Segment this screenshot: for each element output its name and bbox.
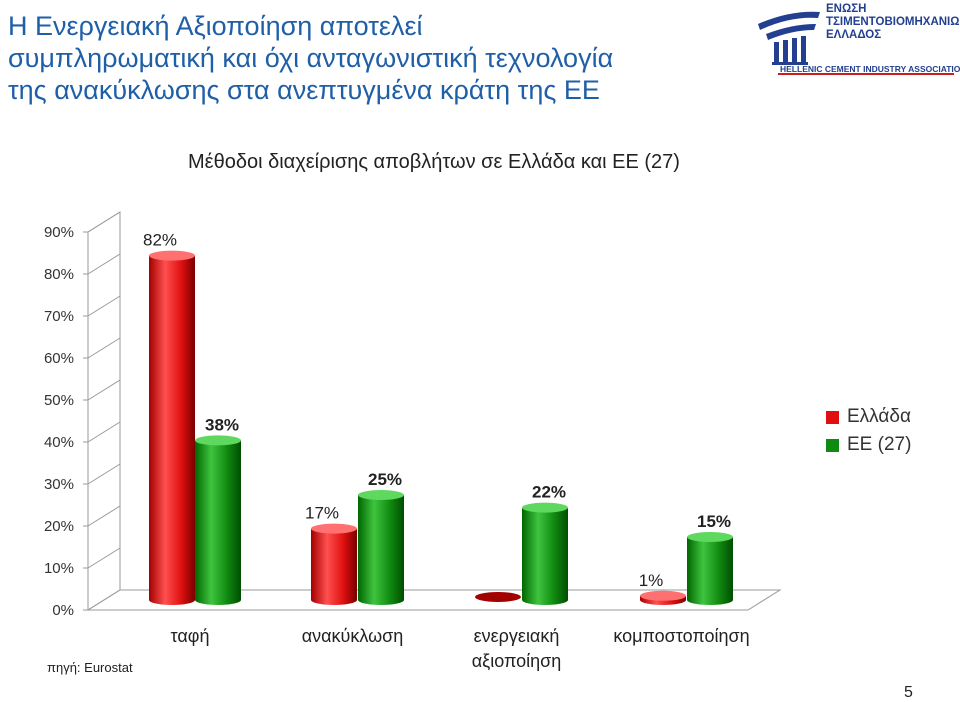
y-gridline [87, 589, 121, 611]
y-gridline [87, 547, 121, 569]
y-tick-label: 60% [44, 350, 74, 367]
y-tick-label: 0% [52, 602, 74, 619]
legend-swatch-eu27 [826, 438, 839, 452]
bar-greece-0-top [149, 250, 195, 261]
x-category-label: κομποστοποίηση [613, 626, 749, 646]
page-number: 5 [904, 684, 913, 701]
bar-greece-0-value-label: 82% [143, 231, 177, 250]
bar-eu27-0-value-label: 38% [205, 415, 239, 434]
x-category-label: ενεργειακή [474, 626, 560, 646]
legend-item-greece: Ελλάδα [826, 403, 911, 431]
bar-eu27-3 [687, 532, 733, 605]
chart-axis [83, 211, 782, 611]
y-tick-label: 90% [44, 224, 74, 241]
chart-legend: Ελλάδα ΕΕ (27) [826, 403, 911, 459]
chart-side-wall [87, 211, 121, 611]
bar-greece-1-top [311, 523, 357, 534]
logo-line-2: ΤΣΙΜΕΝΤΟΒΙΟΜΗΧΑΝΙΩΝ [826, 16, 960, 28]
bar-greece-0-body [149, 255, 195, 605]
slide-title-line-2: συμπληρωματική και όχι ανταγωνιστική τεχ… [8, 43, 614, 73]
x-category-label: αξιοποίηση [472, 651, 562, 671]
bar-eu27-2-top [522, 502, 568, 513]
cement-association-logo-icon [758, 11, 954, 75]
y-tick-label: 80% [44, 266, 74, 283]
legend-item-eu27: ΕΕ (27) [826, 431, 911, 459]
bar-eu27-3-body [687, 537, 733, 605]
bar-eu27-3-value-label: 15% [697, 512, 731, 531]
legend-swatch-greece [826, 410, 839, 424]
bar-greece-3-top [640, 590, 686, 601]
y-tick-label: 20% [44, 518, 74, 535]
bar-greece-3-value-label: 1% [639, 571, 664, 590]
bar-greece-1-value-label: 17% [305, 504, 339, 523]
bar-eu27-2-body [522, 507, 568, 605]
legend-label-greece: Ελλάδα [847, 406, 911, 427]
logo-line-3: ΕΛΛΑΔΟΣ [826, 29, 882, 41]
x-category-label: ταφή [171, 626, 210, 646]
bar-greece-0 [149, 250, 195, 605]
chart-title: Μέθοδοι διαχείρισης αποβλήτων σε Ελλάδα … [188, 151, 680, 173]
slide-title: Η Ενεργειακή Αξιοποίηση αποτελεί συμπληρ… [8, 10, 728, 106]
bar-eu27-1-top [358, 490, 404, 500]
bar-eu27-2-value-label: 22% [532, 483, 566, 502]
chart-labels: 0% 10% 20% 30% 40% 50% 60% 70% 80% 90% 82% 17% 1% 38%… [44, 224, 750, 671]
y-gridline [87, 337, 121, 359]
y-tick-label: 10% [44, 560, 74, 577]
y-tick-label: 40% [44, 434, 74, 451]
bar-greece-1-body [311, 528, 357, 605]
bar-eu27-1-value-label: 25% [368, 470, 402, 489]
bar-eu27-0 [195, 435, 241, 605]
x-category-label: ανακύκλωση [302, 626, 404, 646]
y-gridline [87, 211, 121, 233]
y-gridline [87, 505, 121, 527]
bar-greece-1 [311, 523, 357, 605]
logo-english-name: HELLENIC CEMENT INDUSTRY ASSOCIATION [780, 64, 960, 74]
slide-title-line-3: της ανακύκλωσης στα ανεπτυγμένα κράτη τη… [8, 75, 600, 105]
y-gridline [87, 379, 121, 401]
bar-eu27-0-top [195, 435, 241, 446]
y-gridline [87, 463, 121, 485]
bar-greece-3 [640, 590, 686, 605]
bar-greece-2 [475, 592, 521, 602]
source-note: πηγή: Eurostat [47, 660, 133, 675]
logo-line-1: ΕΝΩΣΗ [826, 3, 867, 15]
y-gridline [87, 253, 121, 275]
y-gridline [87, 295, 121, 317]
bar-greece-2-top [475, 592, 521, 602]
bar-eu27-3-top [687, 532, 733, 542]
logo-text: ΕΝΩΣΗ ΤΣΙΜΕΝΤΟΒΙΟΜΗΧΑΝΙΩΝ ΕΛΛΑΔΟΣ [826, 3, 960, 42]
y-gridline [87, 421, 121, 443]
bar-eu27-2 [522, 502, 568, 605]
chart-bars [149, 250, 733, 605]
y-tick-label: 50% [44, 392, 74, 409]
y-tick-label: 70% [44, 308, 74, 325]
slide-title-line-1: Η Ενεργειακή Αξιοποίηση αποτελεί [8, 11, 423, 41]
y-tick-label: 30% [44, 476, 74, 493]
bar-eu27-0-body [195, 440, 241, 605]
bar-eu27-1-body [358, 495, 404, 605]
bar-eu27-1 [358, 490, 404, 605]
legend-label-eu27: ΕΕ (27) [847, 434, 912, 455]
